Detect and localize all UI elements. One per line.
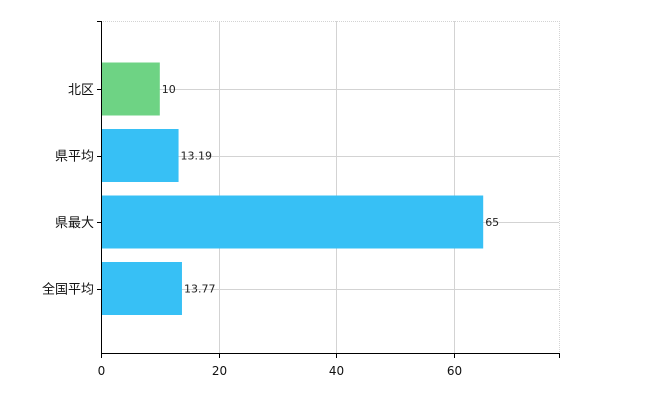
- data-label: 13.19: [181, 150, 213, 163]
- bar-1[interactable]: [101, 62, 160, 116]
- category-label: 県最大: [55, 216, 94, 231]
- x-tick-label: 20: [212, 364, 227, 378]
- bar-2[interactable]: [101, 129, 179, 182]
- category-label: 全国平均: [42, 282, 94, 298]
- data-label: 10: [162, 83, 176, 96]
- category-label: 北区: [68, 83, 94, 98]
- category-label: 県平均: [55, 150, 94, 165]
- data-label: 13.77: [184, 283, 216, 296]
- data-label: 65: [485, 216, 499, 229]
- bar-3[interactable]: [101, 195, 484, 249]
- x-tick-label: 0: [98, 364, 106, 378]
- x-tick-label: 40: [329, 364, 344, 378]
- bar-4[interactable]: [101, 262, 182, 315]
- x-tick-label: 60: [447, 364, 462, 378]
